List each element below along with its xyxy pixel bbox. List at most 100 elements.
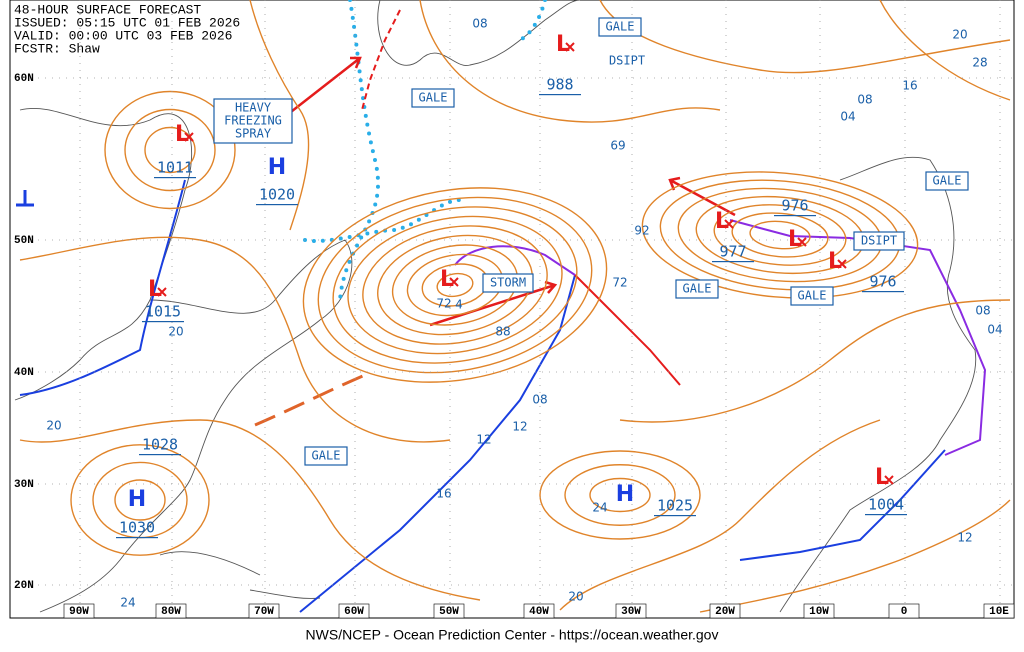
isobar	[302, 187, 608, 383]
pressure-label: 1015	[145, 303, 181, 321]
low-marker	[565, 42, 575, 52]
label-bg	[803, 603, 835, 619]
isobar-label: 72	[612, 276, 627, 290]
warning-label: GALE	[606, 20, 635, 34]
coastline	[377, 0, 581, 66]
warning-box	[790, 286, 834, 306]
low-marker	[157, 287, 167, 297]
isobar-label: 04	[987, 323, 1002, 337]
isobar	[699, 499, 1011, 613]
lon-label: 60W	[344, 606, 364, 618]
isobar	[731, 212, 829, 258]
high-symbol: H	[128, 487, 146, 512]
isobar	[419, 0, 721, 123]
label-bg	[523, 603, 555, 619]
pressure-underline	[154, 177, 196, 179]
motion-arrow	[429, 280, 558, 327]
pressure-label: 1030	[119, 519, 155, 537]
lat-label: 30N	[14, 479, 34, 491]
pressure-label: 1004	[868, 496, 904, 514]
lon-label: 90W	[69, 606, 89, 618]
isobar-label: 12	[512, 420, 527, 434]
lon-label: 40W	[529, 606, 549, 618]
header-line: VALID: 00:00 UTC 03 FEB 2026	[14, 28, 232, 43]
pressure-label: 1011	[157, 159, 193, 177]
ice-edge	[303, 198, 462, 243]
label-bg	[12, 233, 38, 247]
isobar-label: 20	[168, 325, 183, 339]
pressure-label: 988	[546, 76, 573, 94]
isobar	[589, 477, 651, 513]
isobar-label: 12	[957, 531, 972, 545]
label-bg	[155, 603, 187, 619]
warning-label: FREEZING	[224, 114, 282, 128]
isobar	[559, 419, 881, 611]
label-bg	[248, 603, 280, 619]
lon-label: 10W	[809, 606, 829, 618]
header-line: FCSTR: Shaw	[14, 41, 100, 56]
isobar-label: 08	[975, 304, 990, 318]
low-marker	[797, 237, 807, 247]
cold-front	[739, 449, 946, 561]
ridge	[361, 9, 401, 111]
isobar	[144, 126, 196, 174]
coastline	[159, 551, 321, 599]
isobar	[317, 196, 593, 374]
isobar-label: 08	[472, 17, 487, 31]
isobar-label: 28	[972, 56, 987, 70]
label-bg	[888, 603, 920, 619]
isobar	[332, 206, 578, 364]
header-line: 48-HOUR SURFACE FORECAST	[14, 2, 201, 17]
pressure-underline	[539, 94, 581, 96]
high-symbol: H	[268, 155, 286, 180]
isobar	[539, 450, 701, 540]
warning-box	[213, 98, 293, 144]
low-marker	[837, 259, 847, 269]
pressure-label: 1025	[657, 497, 693, 515]
lat-label: 60N	[14, 73, 34, 85]
occluded-front	[454, 245, 576, 276]
isobar-label: 88	[495, 325, 510, 339]
trough	[254, 373, 366, 427]
low-marker	[884, 475, 894, 485]
warning-box	[853, 231, 905, 251]
isobar-label: 16	[436, 487, 451, 501]
isobar	[641, 171, 919, 299]
warning-label: GALE	[312, 449, 341, 463]
coastline	[779, 156, 977, 613]
isobar	[19, 236, 451, 443]
isobar-label: 72	[436, 297, 451, 311]
pressure-underline	[116, 537, 158, 539]
pressure-underline	[654, 515, 696, 517]
isobar	[70, 444, 210, 556]
warning-label: SPRAY	[235, 127, 272, 141]
warning-box	[482, 273, 534, 293]
pressure-label: 976	[781, 197, 808, 215]
weather-symbol	[16, 190, 34, 207]
coastline	[14, 108, 193, 401]
lon-label: 20W	[715, 606, 735, 618]
low-marker	[724, 219, 734, 229]
pressure-underline	[774, 215, 816, 217]
pressure-label: 976	[869, 273, 896, 291]
pressure-label: 1028	[142, 436, 178, 454]
ice-edge	[518, 0, 547, 42]
low-marker	[184, 132, 194, 142]
map-layout	[10, 0, 1014, 618]
isobar-label: 08	[532, 393, 547, 407]
status-label: DSIPT	[609, 54, 645, 68]
isobar	[436, 272, 474, 298]
label-bg	[615, 603, 647, 619]
isobar-label: 20	[568, 590, 583, 604]
isobar	[114, 479, 166, 521]
warning-box	[675, 279, 719, 299]
pressure-underline	[139, 454, 181, 456]
isobar-label: 08	[857, 93, 872, 107]
isobar	[362, 225, 548, 345]
isobar-label: 04	[840, 110, 855, 124]
isobar	[104, 90, 236, 210]
isobar-label: 20	[952, 28, 967, 42]
cold-front	[19, 179, 186, 396]
lat-label: 40N	[14, 367, 34, 379]
